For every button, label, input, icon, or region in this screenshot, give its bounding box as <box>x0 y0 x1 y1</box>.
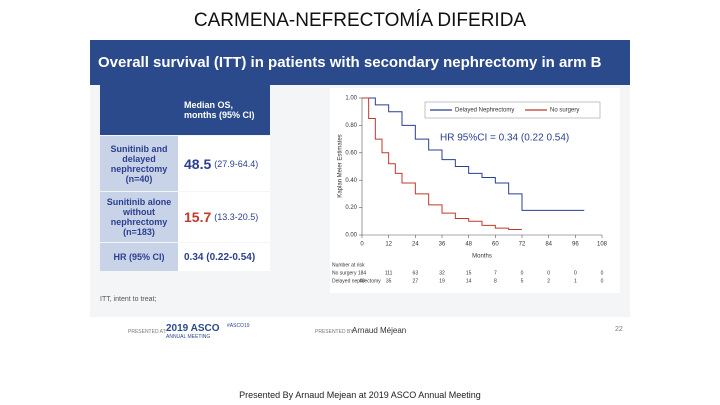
risk-count: 0 <box>601 270 604 276</box>
legend-box <box>424 101 601 119</box>
row-label: HR (95% CI) <box>100 243 178 271</box>
table-header: Median OS, months (95% CI) <box>178 85 270 135</box>
y-tick-label: 0.40 <box>345 178 357 184</box>
risk-count: 0 <box>521 270 524 276</box>
x-tick-label: 48 <box>465 242 472 248</box>
survival-curve <box>362 97 522 231</box>
row-value: 0.34 (0.22-0.54) <box>178 243 270 271</box>
legend-label: No surgery <box>550 108 579 114</box>
risk-count: 19 <box>439 278 445 284</box>
risk-count: 27 <box>413 278 419 284</box>
y-tick-label: 0.20 <box>345 205 357 211</box>
risk-row-label: No surgery <box>332 270 357 276</box>
x-axis-label: Months <box>472 254 492 260</box>
footnote: ITT, intent to treat; <box>100 296 157 303</box>
risk-count: 15 <box>466 270 472 276</box>
x-tick-label: 60 <box>492 242 499 248</box>
ci: (13.3-20.5) <box>214 212 259 222</box>
row-label: Sunitinib alone without nephrectomy (n=1… <box>100 192 178 242</box>
presented-at: PRESENTED AT: <box>128 329 167 335</box>
y-tick-label: 0.80 <box>345 123 357 129</box>
meeting: 2019 ASCO <box>166 323 220 334</box>
x-tick-label: 36 <box>439 242 446 248</box>
y-axis-label: Kaplan Meier Estimates <box>338 134 344 197</box>
risk-count: 111 <box>385 270 393 276</box>
median: 48.5 <box>184 155 212 172</box>
page-number: 22 <box>615 326 623 333</box>
slide-title: Overall survival (ITT) in patients with … <box>90 40 630 85</box>
risk-count: 5 <box>521 278 524 284</box>
chart: Kaplan Meier Estimates Months HR 95%CI =… <box>330 88 620 293</box>
x-tick-label: 108 <box>597 242 608 248</box>
risk-count: 184 <box>358 270 367 276</box>
risk-row-label: Delayed nephrectomy <box>332 278 381 284</box>
presented-by: PRESENTED BY: <box>315 329 355 335</box>
hashtag: #ASCO19 <box>227 323 250 329</box>
row-label: Sunitinib and delayed nephrectomy (n=40) <box>100 136 178 191</box>
x-tick-label: 0 <box>360 242 364 248</box>
risk-count: 7 <box>494 270 497 276</box>
footer: PRESENTED AT: 2019 ASCO ANNUAL MEETING #… <box>90 317 630 345</box>
y-tick-label: 1.00 <box>345 96 357 102</box>
annotation: HR 95%CI = 0.34 (0.22 0.54) <box>440 133 569 144</box>
y-tick-label: 0.00 <box>345 233 357 239</box>
risk-count: 14 <box>466 278 472 284</box>
risk-count: 0 <box>574 270 577 276</box>
risk-count: 1 <box>574 278 577 284</box>
risk-count: 2 <box>547 278 550 284</box>
risk-count: 32 <box>439 270 445 276</box>
legend-label: Delayed Nephrectomy <box>455 108 514 114</box>
x-tick-label: 96 <box>572 242 579 248</box>
page-title: CARMENA-NEFRECTOMÍA DIFERIDA <box>193 10 527 31</box>
row-value: 48.5 (27.9-64.4) <box>178 136 270 191</box>
risk-count: 8 <box>494 278 497 284</box>
x-tick-label: 24 <box>412 242 419 248</box>
survival-curve <box>362 97 585 211</box>
table-corner <box>100 85 178 135</box>
meeting-sub: ANNUAL MEETING <box>166 334 211 340</box>
presenter: Arnaud Méjean <box>352 326 407 335</box>
ci: (27.9-64.4) <box>214 158 259 169</box>
caption: Presented By Arnaud Mejean at 2019 ASCO … <box>239 390 481 400</box>
risk-count: 0 <box>601 278 604 284</box>
risk-title: Number at risk <box>332 262 365 268</box>
median: 15.7 <box>184 209 212 225</box>
y-tick-label: 0.60 <box>345 150 357 156</box>
x-tick-label: 84 <box>545 242 552 248</box>
x-tick-label: 12 <box>385 242 392 248</box>
risk-count: 0 <box>547 270 550 276</box>
risk-count: 40 <box>359 278 365 284</box>
x-tick-label: 72 <box>519 242 526 248</box>
risk-count: 63 <box>413 270 419 276</box>
row-value: 15.7 (13.3-20.5) <box>178 192 270 242</box>
risk-count: 35 <box>386 278 392 284</box>
